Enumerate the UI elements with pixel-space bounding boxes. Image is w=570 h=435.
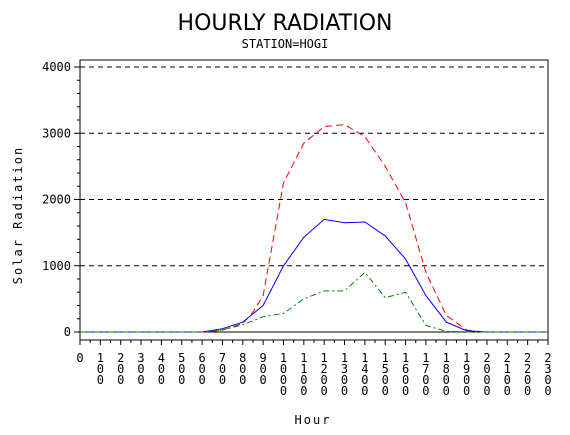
y-axis-label: Solar Radiation — [11, 146, 25, 284]
y-tick-label: 1000 — [42, 259, 71, 273]
series-line-2 — [80, 218, 548, 333]
y-tick-label: 3000 — [42, 126, 71, 140]
series-line-3 — [80, 271, 548, 333]
chart-subtitle: STATION=HOGI — [242, 37, 329, 51]
x-tick-labels: 0 1 0 0 2 0 0 3 0 0 4 0 0 5 0 0 6 0 0 7 0 0 8 0 0 9 0 0 1 0 0 0 1 1 0 0 1 2 0 0… — [76, 351, 551, 398]
y-tick-labels: 0 1000 2000 3000 4000 — [42, 60, 71, 339]
y-tick-label: 2000 — [42, 193, 71, 207]
y-tick-label: 4000 — [42, 60, 71, 74]
grid-lines — [80, 66, 548, 333]
chart-title: HOURLY RADIATION — [178, 11, 393, 36]
axes — [74, 59, 549, 345]
y-tick-label: 0 — [64, 325, 71, 339]
x-tick-label: 0 — [76, 351, 83, 365]
series-lines — [80, 124, 548, 333]
x-axis-label: Hour — [295, 413, 332, 427]
